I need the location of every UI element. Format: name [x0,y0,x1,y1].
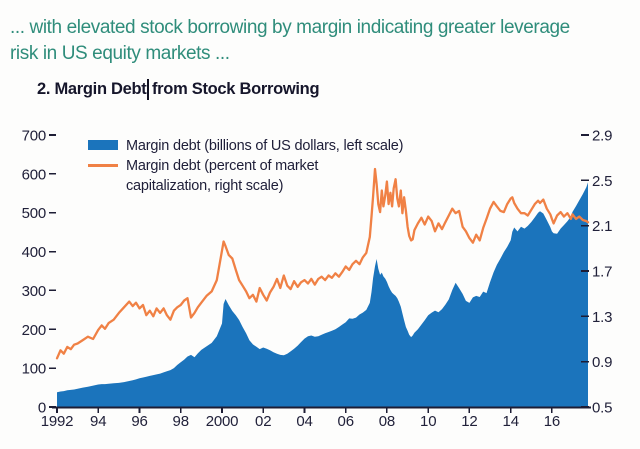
right-tick-label: 2.1 [592,218,612,235]
x-tick-label: 2000 [206,413,239,430]
text-caret [147,79,149,100]
x-tick-label: 04 [296,413,312,430]
blue-area-swatch-icon [88,140,118,150]
left-tick-label: 200 [22,322,46,339]
chart-legend: Margin debt (billions of US dollars, lef… [88,136,404,196]
left-tick-label: 600 [22,166,46,183]
left-tick-label: 0 [38,400,46,417]
right-tick-label: 0.9 [592,354,612,371]
x-axis-ticks: 1992 94 96 98 2000 02 04 06 08 10 12 14 16 [41,407,560,430]
figure-title[interactable]: 2. Margin Debt from Stock Borrowing [37,79,320,100]
legend-label-1: Margin debt (billions of US dollars, lef… [126,138,404,154]
left-tick-label: 100 [22,361,46,378]
left-tick-label: 300 [22,283,46,300]
margin-debt-percent-series [55,167,590,360]
right-axis-ticks: 0.5 0.9 1.3 1.7 2.1 2.5 2.9 [581,128,612,417]
legend-item-margin-debt: Margin debt (billions of US dollars, lef… [88,136,404,156]
legend-label-2-line1: Margin debt (percent of market [126,158,319,174]
x-tick-label: 08 [379,413,395,430]
orange-line-swatch-icon [88,164,118,167]
right-tick-label: 1.7 [592,264,612,281]
x-tick-label: 16 [544,413,560,430]
legend-item-percent: Margin debt (percent of market capitaliz… [88,156,403,196]
figure-title-after: from Stock Borrowing [151,80,320,98]
x-tick-label: 98 [173,413,189,430]
x-tick-label: 14 [503,413,519,430]
left-axis-ticks: 0 100 200 300 400 500 600 700 [22,128,56,417]
right-tick-label: 1.3 [592,309,612,326]
section-kicker: ... with elevated stock borrowing by mar… [10,15,630,67]
right-tick-label: 2.9 [592,128,612,145]
kicker-line2: risk in US equity markets ... [10,43,230,64]
legend-label-2-line2: capitalization, right scale) [126,178,284,194]
legend-label-2: Margin debt (percent of market capitaliz… [126,156,318,196]
x-tick-label: 94 [90,413,106,430]
left-tick-label: 400 [22,244,46,261]
left-tick-label: 500 [22,205,46,222]
x-tick-label: 12 [461,413,477,430]
right-tick-label: 0.5 [592,400,612,417]
left-tick-label: 700 [22,128,46,145]
right-tick-label: 2.5 [592,173,612,190]
margin-debt-area-series [57,182,588,407]
kicker-line1: ... with elevated stock borrowing by mar… [10,17,570,38]
x-tick-label: 06 [338,413,354,430]
x-tick-label: 1992 [41,413,74,430]
x-tick-label: 02 [255,413,271,430]
figure-title-before: 2. Margin Debt [37,80,147,98]
x-tick-label: 96 [131,413,147,430]
x-tick-label: 10 [420,413,436,430]
